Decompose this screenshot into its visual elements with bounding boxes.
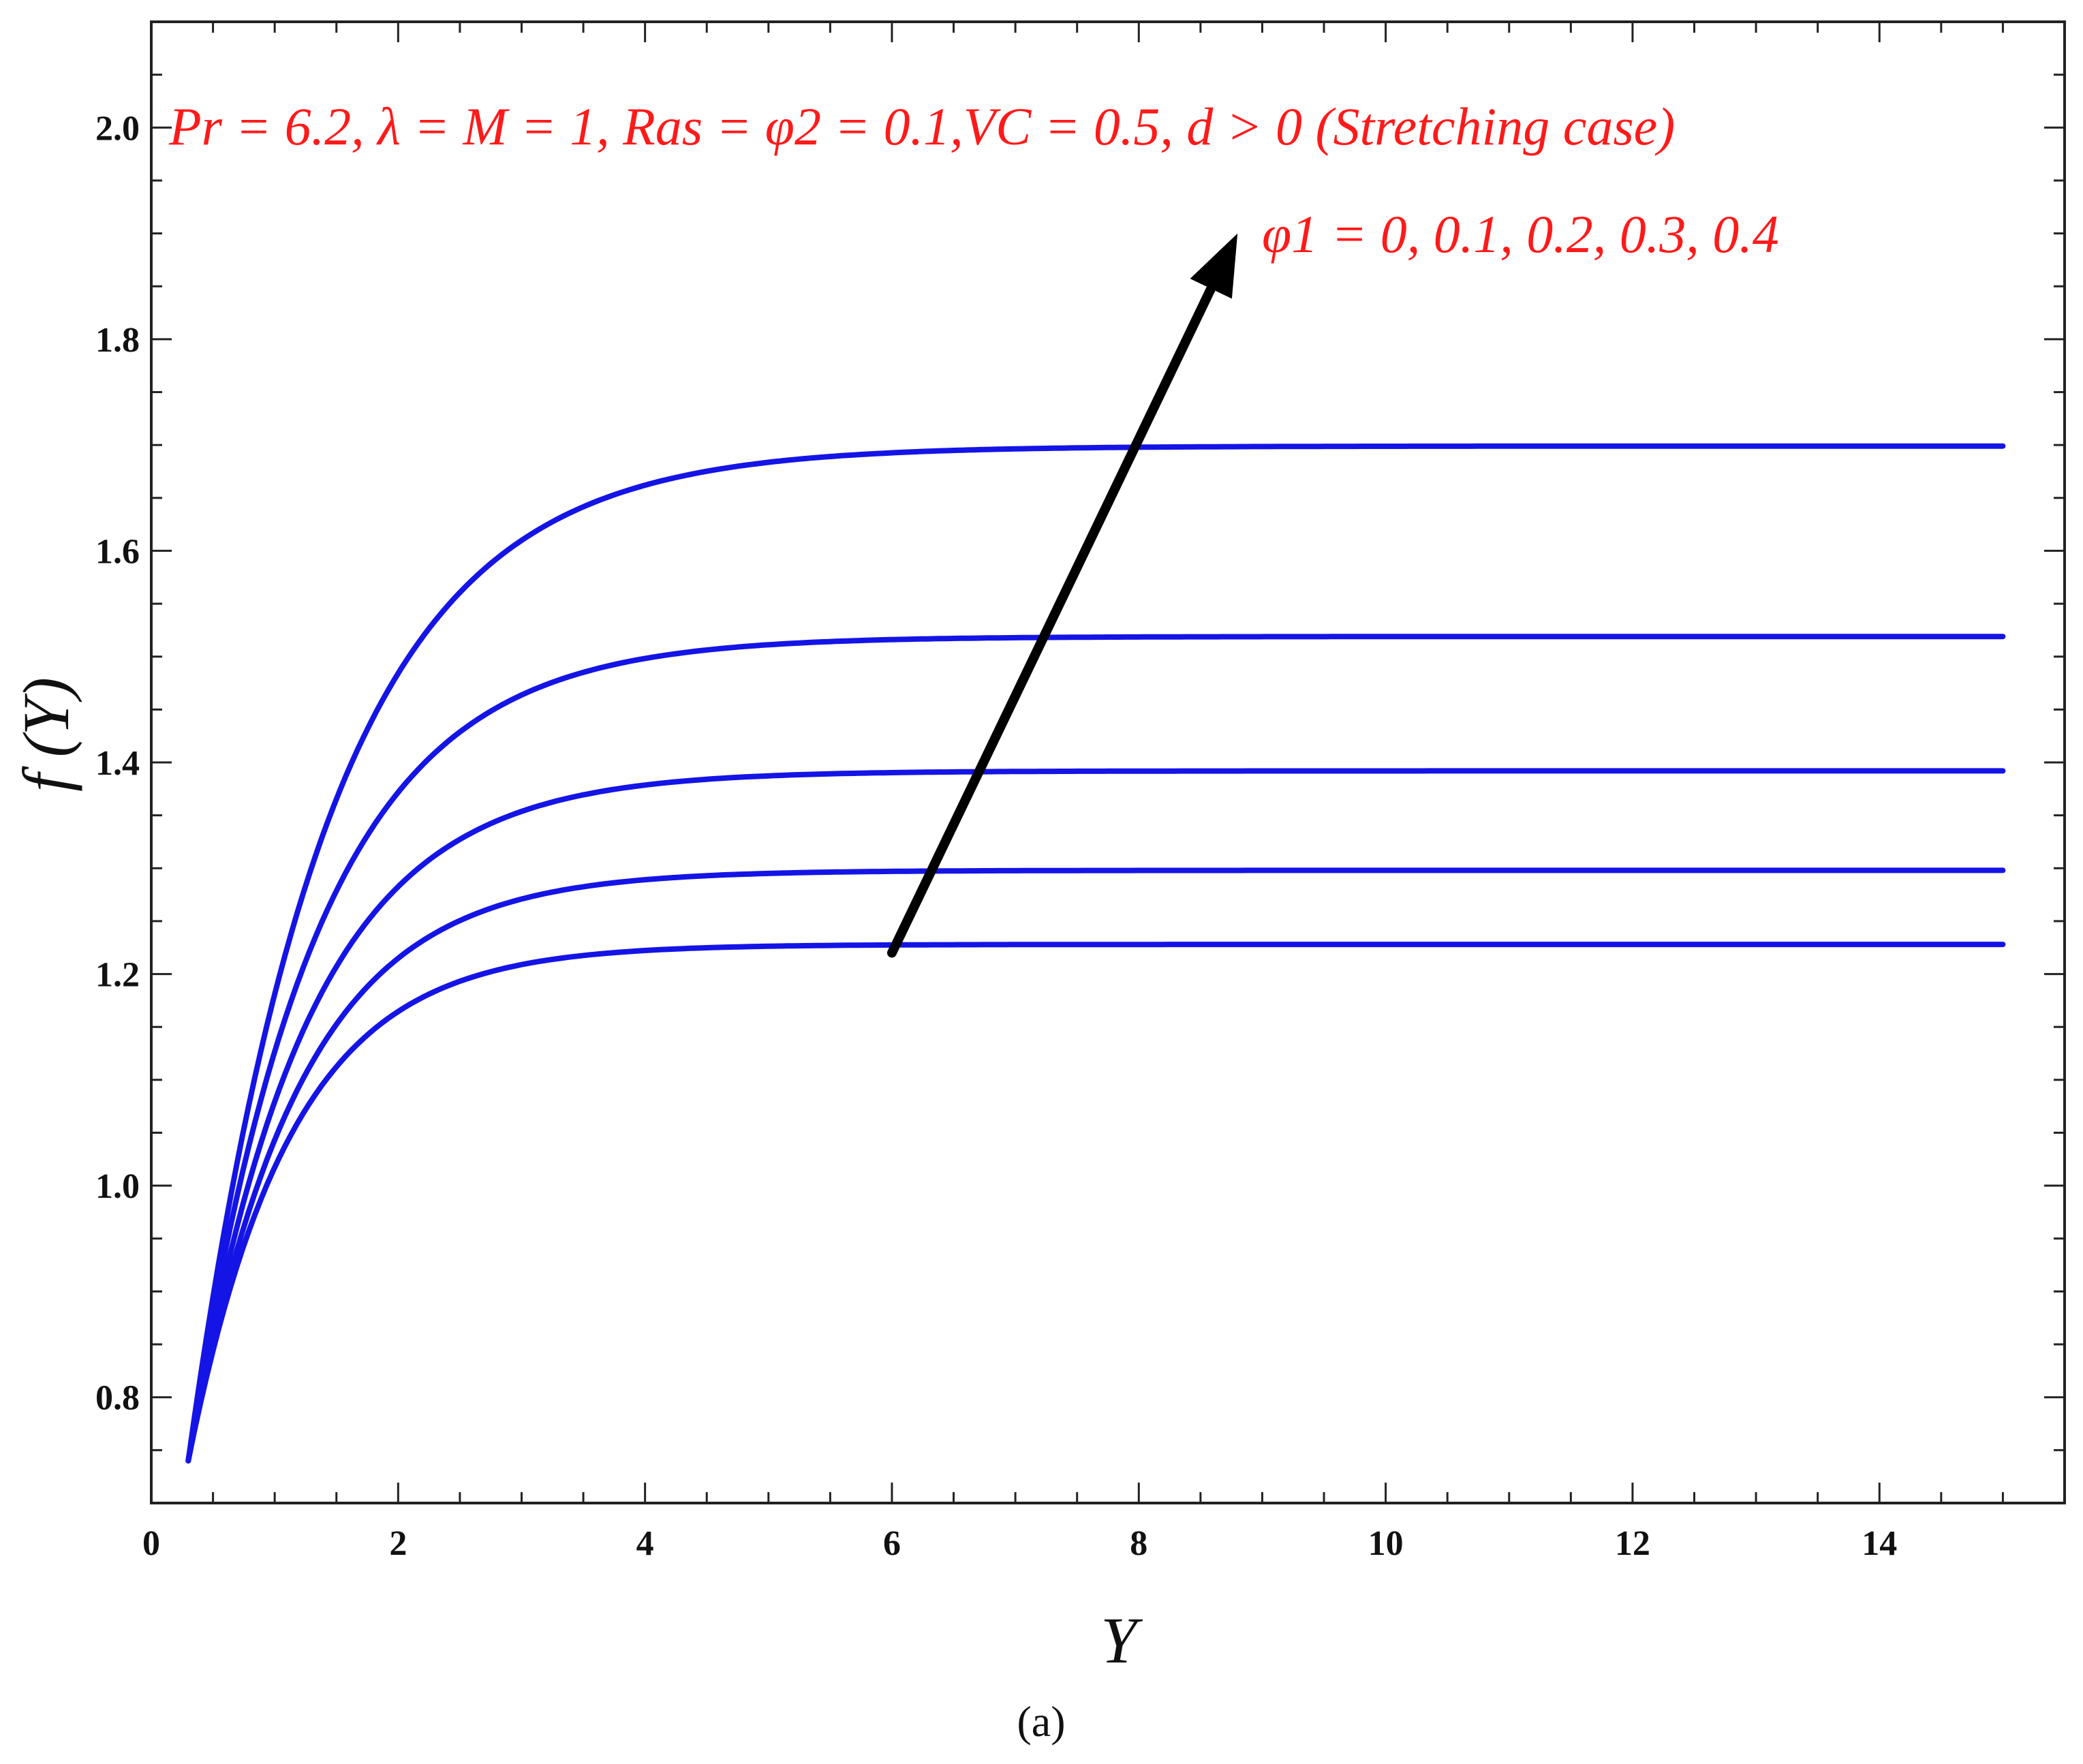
plot-frame xyxy=(150,20,2066,1504)
x-tick-label: 6 xyxy=(883,1524,901,1563)
arrow-annotation: φ1 = 0, 0.1, 0.2, 0.3, 0.4 xyxy=(1262,204,1779,264)
x-tick-label: 10 xyxy=(1368,1524,1404,1563)
y-tick-label: 1.2 xyxy=(95,956,140,995)
series-line xyxy=(185,443,2006,1464)
y-tick-labels: 0.8 1.0 1.2 1.4 1.6 1.8 2.0 xyxy=(95,109,140,1417)
x-tick-label: 14 xyxy=(1862,1524,1897,1563)
x-tick-label: 12 xyxy=(1615,1524,1650,1563)
y-axis-label: f (Y) xyxy=(10,677,82,792)
series-line xyxy=(185,768,2006,1464)
x-tick-label: 4 xyxy=(636,1524,654,1563)
series-line xyxy=(185,867,2006,1464)
y-tick-label: 2.0 xyxy=(95,109,140,148)
parameter-arrow xyxy=(886,233,1238,958)
series-line xyxy=(185,942,2006,1464)
series-lines xyxy=(185,443,2006,1464)
arrow-shaft xyxy=(886,283,1216,958)
parameter-annotation: Pr = 6.2, λ = M = 1, Ras = φ2 = 0.1,VC =… xyxy=(168,97,1675,156)
x-tick-label: 2 xyxy=(389,1524,407,1563)
x-tick-label: 0 xyxy=(142,1524,160,1563)
x-axis-label: Y xyxy=(1100,1604,1143,1677)
arrow-head xyxy=(1190,233,1238,299)
figure-caption: (a) xyxy=(1017,1697,1065,1746)
x-tick-label: 8 xyxy=(1130,1524,1147,1563)
y-tick-label: 1.0 xyxy=(95,1167,140,1206)
y-tick-label: 0.8 xyxy=(95,1379,140,1418)
x-tick-labels: 0 2 4 6 8 10 12 14 xyxy=(142,1524,1897,1563)
y-tick-label: 1.8 xyxy=(95,321,140,360)
y-tick-label: 1.6 xyxy=(95,532,140,571)
series-line xyxy=(185,634,2006,1464)
y-tick-label: 1.4 xyxy=(95,744,140,783)
